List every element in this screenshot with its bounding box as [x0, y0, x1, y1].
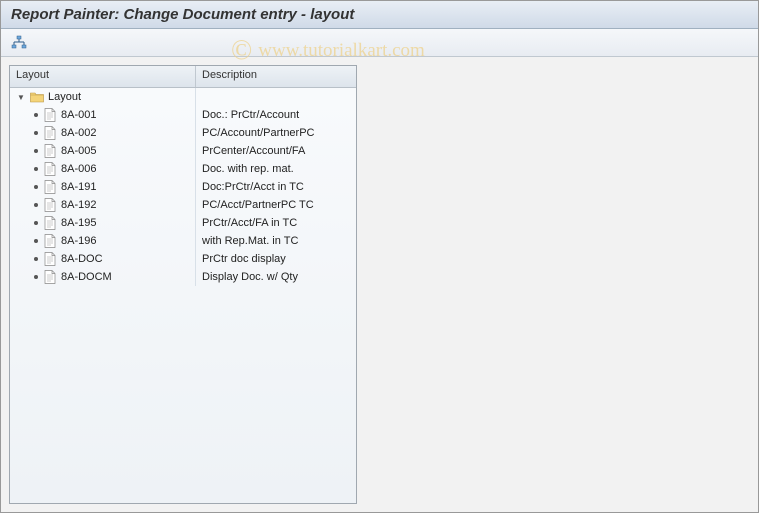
- bullet-icon: [34, 149, 38, 153]
- tree-row[interactable]: 8A-DOC PrCtr doc display: [10, 250, 356, 268]
- tree-item-code: 8A-DOCM: [61, 271, 112, 283]
- titlebar: Report Painter: Change Document entry - …: [1, 1, 758, 29]
- content-area: Layout Description ▼ Layout: [1, 57, 758, 512]
- page-title: Report Painter: Change Document entry - …: [11, 6, 354, 23]
- column-header-description[interactable]: Description: [196, 66, 356, 87]
- bullet-icon: [34, 113, 38, 117]
- bullet-icon: [34, 131, 38, 135]
- tree-root-row[interactable]: ▼ Layout: [10, 88, 356, 106]
- tree-row[interactable]: 8A-195 PrCtr/Acct/FA in TC: [10, 214, 356, 232]
- bullet-icon: [34, 203, 38, 207]
- tree-item-description: Display Doc. w/ Qty: [202, 271, 298, 283]
- bullet-icon: [34, 167, 38, 171]
- tree-row[interactable]: 8A-DOCM Display Doc. w/ Qty: [10, 268, 356, 286]
- document-icon: [44, 270, 56, 284]
- column-header-layout[interactable]: Layout: [10, 66, 196, 87]
- tree-item-code: 8A-196: [61, 235, 96, 247]
- tree-item-code: 8A-195: [61, 217, 96, 229]
- document-icon: [44, 252, 56, 266]
- document-icon: [44, 108, 56, 122]
- tree-item-code: 8A-191: [61, 181, 96, 193]
- tree-item-description: PrCtr doc display: [202, 253, 286, 265]
- document-icon: [44, 162, 56, 176]
- bullet-icon: [34, 185, 38, 189]
- tree-item-code: 8A-DOC: [61, 253, 103, 265]
- bullet-icon: [34, 275, 38, 279]
- tree-item-description: with Rep.Mat. in TC: [202, 235, 298, 247]
- tree-root-label: Layout: [48, 91, 81, 103]
- hierarchy-icon: [11, 35, 27, 51]
- tree-panel: Layout Description ▼ Layout: [9, 65, 357, 504]
- bullet-icon: [34, 239, 38, 243]
- tree-item-code: 8A-001: [61, 109, 96, 121]
- tree-body: ▼ Layout 8A-001 Doc.: PrCtr/Account 8A-00…: [10, 88, 356, 503]
- document-icon: [44, 234, 56, 248]
- tree-row[interactable]: 8A-192 PC/Acct/PartnerPC TC: [10, 196, 356, 214]
- tree-row[interactable]: 8A-196 with Rep.Mat. in TC: [10, 232, 356, 250]
- tree-item-description: Doc. with rep. mat.: [202, 163, 294, 175]
- tree-item-description: Doc.: PrCtr/Account: [202, 109, 299, 121]
- document-icon: [44, 216, 56, 230]
- tree-item-description: PrCenter/Account/FA: [202, 145, 305, 157]
- tree-row[interactable]: 8A-005 PrCenter/Account/FA: [10, 142, 356, 160]
- document-icon: [44, 198, 56, 212]
- toolbar: [1, 29, 758, 57]
- tree-item-description: PC/Acct/PartnerPC TC: [202, 199, 314, 211]
- bullet-icon: [34, 221, 38, 225]
- document-icon: [44, 144, 56, 158]
- document-icon: [44, 180, 56, 194]
- hierarchy-button[interactable]: [9, 33, 29, 53]
- tree-item-description: PrCtr/Acct/FA in TC: [202, 217, 297, 229]
- tree-item-code: 8A-005: [61, 145, 96, 157]
- tree-item-code: 8A-002: [61, 127, 96, 139]
- collapse-toggle-icon[interactable]: ▼: [16, 92, 26, 102]
- tree-row[interactable]: 8A-001 Doc.: PrCtr/Account: [10, 106, 356, 124]
- empty-content-area: [357, 65, 750, 504]
- document-icon: [44, 126, 56, 140]
- tree-item-description: Doc:PrCtr/Acct in TC: [202, 181, 304, 193]
- tree-row[interactable]: 8A-006 Doc. with rep. mat.: [10, 160, 356, 178]
- folder-icon: [30, 91, 44, 103]
- tree-row[interactable]: 8A-002 PC/Account/PartnerPC: [10, 124, 356, 142]
- tree-item-code: 8A-006: [61, 163, 96, 175]
- tree-item-description: PC/Account/PartnerPC: [202, 127, 315, 139]
- tree-row[interactable]: 8A-191 Doc:PrCtr/Acct in TC: [10, 178, 356, 196]
- tree-item-code: 8A-192: [61, 199, 96, 211]
- tree-header: Layout Description: [10, 66, 356, 88]
- bullet-icon: [34, 257, 38, 261]
